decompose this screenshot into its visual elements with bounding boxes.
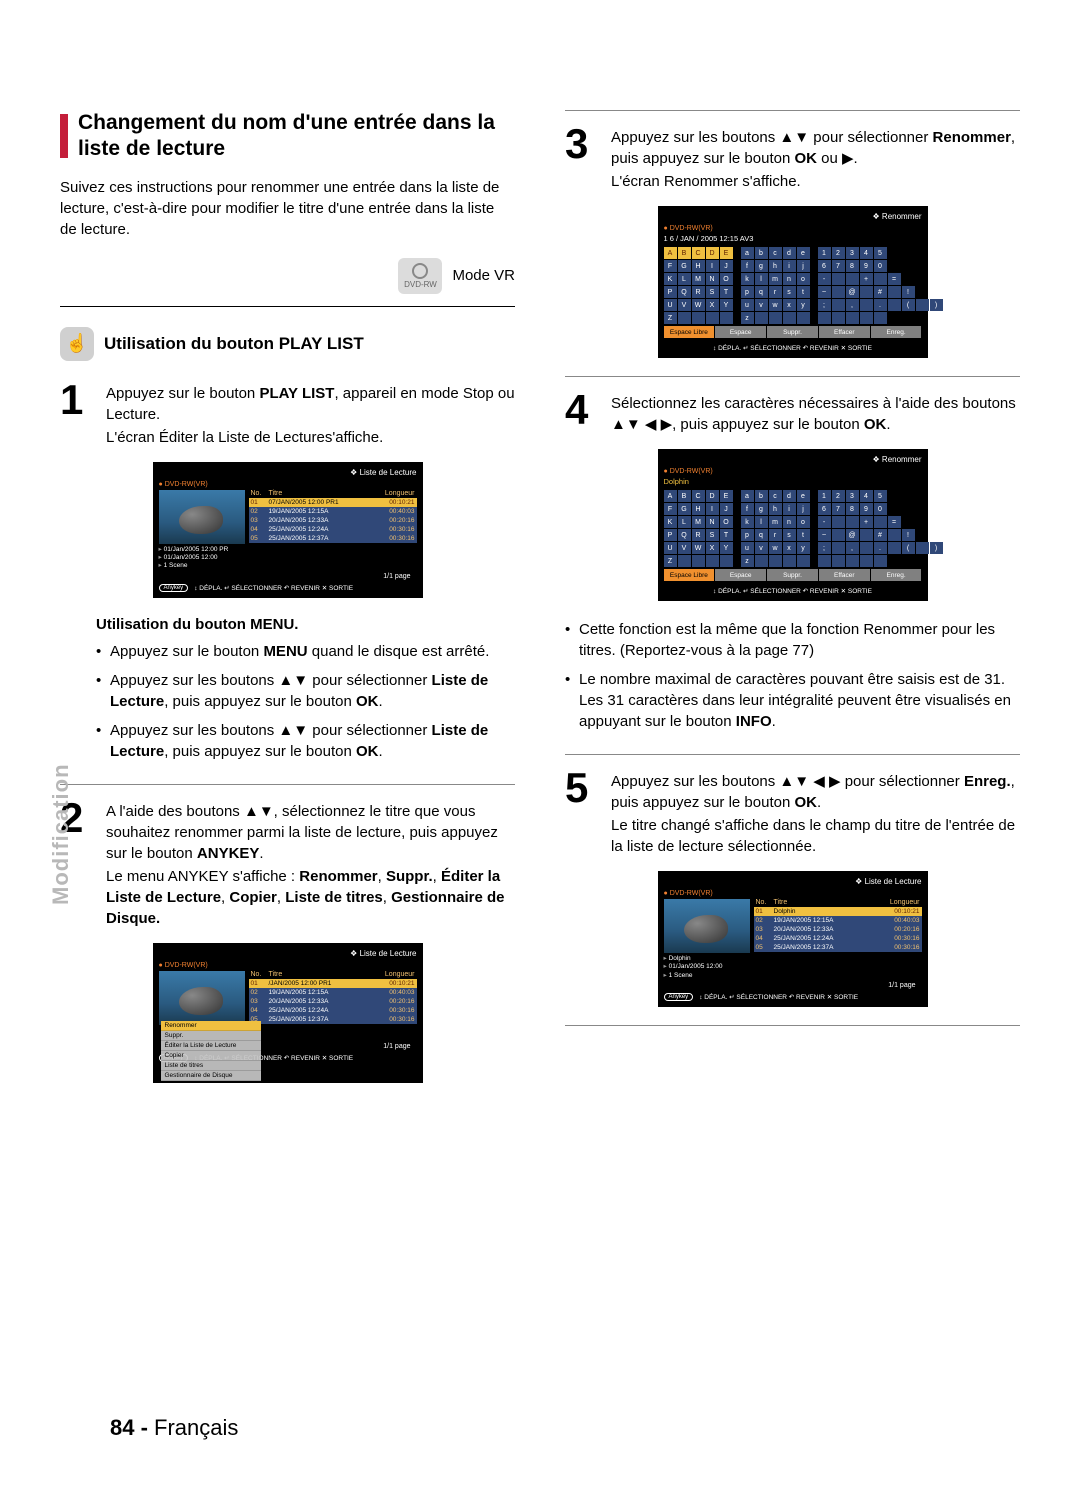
dolphin-thumb-icon xyxy=(159,971,245,1025)
step-number: 3 xyxy=(565,123,601,192)
dolphin-thumb-icon xyxy=(159,490,245,544)
step-4: 4 Sélectionnez les caractères nécessaire… xyxy=(565,389,1020,435)
menu-bullets: Appuyez sur le bouton MENU quand le disq… xyxy=(96,641,515,762)
step-number: 1 xyxy=(60,379,96,448)
step-2: 2 A l'aide des boutons ▲▼, sélectionnez … xyxy=(60,797,515,929)
screenshot-playlist-1: Liste de Lecture ● DVD-RW(VR) No.TitreLo… xyxy=(153,462,423,598)
menu-subheading: Utilisation du bouton MENU. xyxy=(96,616,515,633)
step-number: 4 xyxy=(565,389,601,435)
page-footer: 84 - Français xyxy=(110,1415,238,1441)
step-5: 5 Appuyez sur les boutons ▲▼ ◀ ▶ pour sé… xyxy=(565,767,1020,857)
right-column: 3 Appuyez sur les boutons ▲▼ pour sélect… xyxy=(565,110,1020,1101)
step-3: 3 Appuyez sur les boutons ▲▼ pour sélect… xyxy=(565,123,1020,192)
left-column: Changement du nom d'une entrée dans la l… xyxy=(60,110,515,1101)
dolphin-thumb-icon xyxy=(664,899,750,953)
step-1: 1 Appuyez sur le bouton PLAY LIST, appar… xyxy=(60,379,515,448)
main-heading: Changement du nom d'une entrée dans la l… xyxy=(60,110,515,163)
mode-row: DVD-RW Mode VR xyxy=(60,258,515,294)
step1-line2: L'écran Éditer la Liste de Lectures'affi… xyxy=(106,427,515,448)
screenshot-rename-2: Renommer ● DVD-RW(VR) Dolphin ABCDEFGHIJ… xyxy=(658,449,928,601)
heading-text: Changement du nom d'une entrée dans la l… xyxy=(78,110,515,163)
playlist-heading-text: Utilisation du bouton PLAY LIST xyxy=(104,334,364,354)
dvd-rw-badge-icon: DVD-RW xyxy=(398,258,442,294)
playlist-heading: ☝ Utilisation du bouton PLAY LIST xyxy=(60,327,515,361)
step-number: 5 xyxy=(565,767,601,857)
hand-icon: ☝ xyxy=(60,327,94,361)
side-tab: Modification xyxy=(48,763,74,905)
screenshot-playlist-3: Liste de Lecture ● DVD-RW(VR) No.TitreLo… xyxy=(658,871,928,1007)
ss1-title: Liste de Lecture xyxy=(159,468,417,477)
mode-label: Mode VR xyxy=(452,267,515,284)
anykey-menu-overlay: RenommerSuppr.Éditer la Liste de Lecture… xyxy=(161,1021,261,1081)
step1-text-a: Appuyez sur le bouton xyxy=(106,385,259,402)
notes-bullets: Cette fonction est la même que la foncti… xyxy=(565,619,1020,732)
screenshot-rename-1: Renommer ● DVD-RW(VR) 1 6 / JAN / 2005 1… xyxy=(658,206,928,358)
screenshot-playlist-2: Liste de Lecture ● DVD-RW(VR) No.TitreLo… xyxy=(153,943,423,1083)
step1-bold: PLAY LIST xyxy=(259,385,334,402)
intro-text: Suivez ces instructions pour renommer un… xyxy=(60,177,515,240)
red-bar-icon xyxy=(60,114,68,158)
